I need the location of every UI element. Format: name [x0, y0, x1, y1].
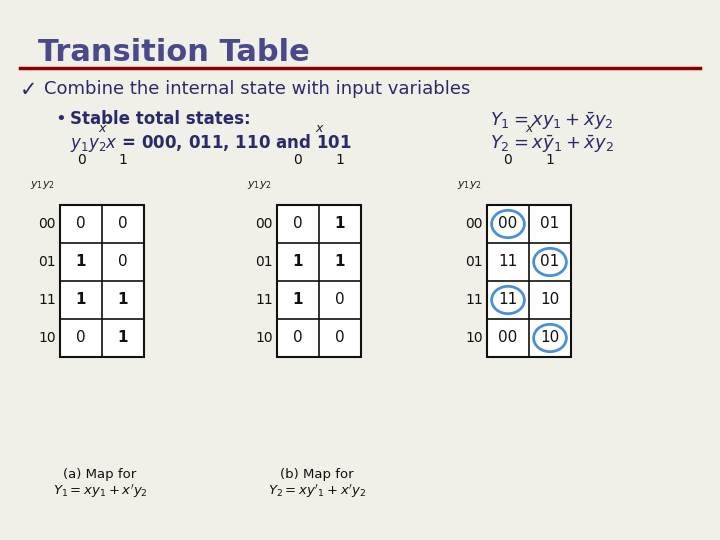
Text: 01: 01	[541, 254, 559, 269]
Text: 0: 0	[503, 153, 513, 167]
Text: 10: 10	[465, 331, 483, 345]
Text: 00: 00	[466, 217, 483, 231]
Text: $Y_1= xy_1 + \bar{x}y_2$: $Y_1= xy_1 + \bar{x}y_2$	[490, 110, 613, 132]
Text: 0: 0	[336, 293, 345, 307]
Text: 1: 1	[335, 254, 346, 269]
Text: Stable total states:: Stable total states:	[70, 110, 251, 128]
Text: x: x	[526, 122, 533, 135]
Text: 00: 00	[256, 217, 273, 231]
Text: •: •	[55, 110, 66, 128]
Text: 0: 0	[293, 217, 303, 232]
Text: x: x	[99, 122, 106, 135]
Text: 1: 1	[118, 330, 128, 346]
Text: 00: 00	[498, 217, 518, 232]
Text: 10: 10	[541, 293, 559, 307]
Text: 01: 01	[38, 255, 56, 269]
Text: 0: 0	[76, 217, 86, 232]
Text: 0: 0	[336, 330, 345, 346]
Text: 1: 1	[546, 153, 554, 167]
Text: 1: 1	[76, 293, 86, 307]
Bar	[487, 205, 571, 357]
Text: 1: 1	[335, 217, 346, 232]
Text: 1: 1	[118, 293, 128, 307]
Text: 1: 1	[293, 254, 303, 269]
Text: 0: 0	[118, 217, 128, 232]
Text: 10: 10	[541, 330, 559, 346]
Text: $Y_2 = x\bar{y}_1 + \bar{x}y_2$: $Y_2 = x\bar{y}_1 + \bar{x}y_2$	[490, 133, 613, 154]
Text: 0: 0	[294, 153, 302, 167]
Text: 0: 0	[293, 330, 303, 346]
Text: 0: 0	[118, 254, 128, 269]
Text: Transition Table: Transition Table	[38, 38, 310, 67]
Text: x: x	[315, 122, 323, 135]
Text: $y_1y_2$: $y_1y_2$	[457, 179, 482, 191]
Text: 1: 1	[336, 153, 344, 167]
Text: (b) Map for: (b) Map for	[280, 468, 354, 481]
Text: ✓: ✓	[20, 80, 37, 100]
Text: 11: 11	[498, 293, 518, 307]
Text: 10: 10	[38, 331, 56, 345]
Text: $Y_2 = xy'_1 + x'y_2$: $Y_2 = xy'_1 + x'y_2$	[268, 482, 366, 500]
Text: Combine the internal state with input variables: Combine the internal state with input va…	[44, 80, 470, 98]
Text: 0: 0	[76, 153, 86, 167]
Text: $Y_1 = xy_1 + x'y_2$: $Y_1 = xy_1 + x'y_2$	[53, 482, 148, 500]
Text: 01: 01	[541, 217, 559, 232]
Text: (a) Map for: (a) Map for	[63, 468, 137, 481]
Bar	[60, 205, 144, 357]
Text: 11: 11	[465, 293, 483, 307]
Text: 1: 1	[119, 153, 127, 167]
Text: $y_1y_2x$ = 000, 011, 110 and 101: $y_1y_2x$ = 000, 011, 110 and 101	[70, 132, 351, 154]
Text: 11: 11	[498, 254, 518, 269]
Text: 11: 11	[38, 293, 56, 307]
Text: $y_1y_2$: $y_1y_2$	[247, 179, 272, 191]
Text: 10: 10	[256, 331, 273, 345]
Text: $y_1y_2$: $y_1y_2$	[30, 179, 55, 191]
Text: 00: 00	[38, 217, 56, 231]
Bar	[277, 205, 361, 357]
Text: 01: 01	[465, 255, 483, 269]
Text: 1: 1	[76, 254, 86, 269]
Text: 00: 00	[498, 330, 518, 346]
Text: 0: 0	[76, 330, 86, 346]
Text: 01: 01	[256, 255, 273, 269]
Text: 11: 11	[256, 293, 273, 307]
Text: 1: 1	[293, 293, 303, 307]
